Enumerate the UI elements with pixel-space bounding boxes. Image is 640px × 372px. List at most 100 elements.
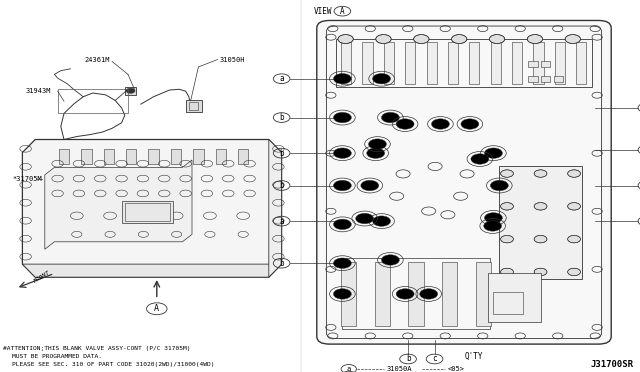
Bar: [81, 149, 92, 164]
Circle shape: [534, 235, 547, 243]
Text: *31705M: *31705M: [13, 176, 42, 182]
Bar: [493, 292, 523, 314]
Circle shape: [126, 88, 135, 93]
Bar: [58, 89, 128, 113]
Bar: [189, 102, 198, 110]
Bar: [491, 42, 501, 84]
FancyBboxPatch shape: [317, 20, 611, 344]
Circle shape: [361, 180, 379, 191]
Bar: [488, 273, 541, 322]
Bar: [122, 201, 173, 223]
Polygon shape: [269, 140, 282, 277]
Text: b: b: [406, 355, 410, 363]
Circle shape: [565, 35, 580, 44]
Circle shape: [356, 213, 374, 224]
Bar: [541, 61, 550, 67]
Bar: [216, 149, 226, 164]
Bar: [442, 262, 458, 326]
Text: FRONT: FRONT: [33, 270, 51, 284]
Text: <05>: <05>: [447, 366, 465, 372]
Bar: [408, 262, 424, 326]
Bar: [375, 262, 390, 326]
Circle shape: [500, 203, 513, 210]
Bar: [342, 258, 490, 329]
Circle shape: [431, 119, 449, 129]
Circle shape: [490, 180, 508, 191]
Circle shape: [372, 216, 390, 226]
Text: A: A: [154, 304, 159, 313]
Bar: [476, 262, 491, 326]
Bar: [426, 42, 436, 84]
Circle shape: [500, 170, 513, 177]
Circle shape: [413, 35, 429, 44]
Bar: [512, 42, 522, 84]
Circle shape: [333, 289, 351, 299]
Text: c: c: [432, 355, 437, 363]
Bar: [341, 262, 356, 326]
Circle shape: [376, 35, 391, 44]
Text: 24361M: 24361M: [84, 57, 110, 63]
Bar: [126, 149, 136, 164]
Circle shape: [534, 268, 547, 276]
Circle shape: [452, 35, 467, 44]
Circle shape: [484, 213, 502, 223]
Circle shape: [381, 255, 399, 265]
Circle shape: [500, 235, 513, 243]
Text: b: b: [279, 149, 284, 158]
Bar: [554, 76, 563, 82]
Bar: [528, 76, 538, 82]
Text: A: A: [340, 7, 345, 16]
Bar: [576, 42, 586, 84]
Circle shape: [471, 154, 489, 164]
Bar: [336, 39, 592, 87]
Circle shape: [333, 112, 351, 123]
Circle shape: [500, 268, 513, 276]
Text: VIEW: VIEW: [314, 7, 332, 16]
Bar: [533, 42, 543, 84]
Circle shape: [484, 221, 502, 231]
Circle shape: [490, 35, 505, 44]
Bar: [528, 61, 538, 67]
Text: Q'TY: Q'TY: [465, 352, 483, 361]
Circle shape: [461, 119, 479, 129]
Text: 31943M: 31943M: [26, 88, 51, 94]
Polygon shape: [22, 140, 282, 277]
Text: MUST BE PROGRAMMED DATA.: MUST BE PROGRAMMED DATA.: [12, 354, 102, 359]
Bar: [193, 149, 204, 164]
Bar: [104, 149, 114, 164]
Bar: [125, 87, 136, 95]
Text: 31050A: 31050A: [387, 366, 412, 372]
Bar: [469, 42, 479, 84]
Bar: [384, 42, 394, 84]
Polygon shape: [45, 160, 192, 249]
Text: #ATTENTION;THIS BLANK VALVE ASSY-CONT (P/C 31705M): #ATTENTION;THIS BLANK VALVE ASSY-CONT (P…: [3, 346, 191, 351]
Bar: [341, 42, 351, 84]
Bar: [541, 76, 550, 82]
Circle shape: [333, 74, 351, 84]
Circle shape: [527, 35, 543, 44]
Text: 31050H: 31050H: [220, 57, 245, 62]
Text: a: a: [347, 366, 351, 372]
Text: b: b: [279, 181, 284, 190]
Circle shape: [372, 74, 390, 84]
Bar: [171, 149, 181, 164]
Bar: [148, 149, 159, 164]
Circle shape: [568, 268, 580, 276]
Circle shape: [396, 119, 414, 129]
Circle shape: [333, 148, 351, 158]
Bar: [59, 149, 69, 164]
Bar: [499, 166, 582, 279]
Circle shape: [333, 180, 351, 191]
Circle shape: [369, 139, 387, 149]
Circle shape: [534, 203, 547, 210]
Circle shape: [367, 148, 385, 158]
Circle shape: [381, 112, 399, 123]
Bar: [238, 149, 248, 164]
Circle shape: [484, 148, 502, 158]
Polygon shape: [22, 264, 282, 277]
Bar: [186, 100, 202, 112]
Bar: [555, 42, 565, 84]
Circle shape: [333, 219, 351, 230]
Circle shape: [396, 289, 414, 299]
Text: a: a: [279, 74, 284, 83]
